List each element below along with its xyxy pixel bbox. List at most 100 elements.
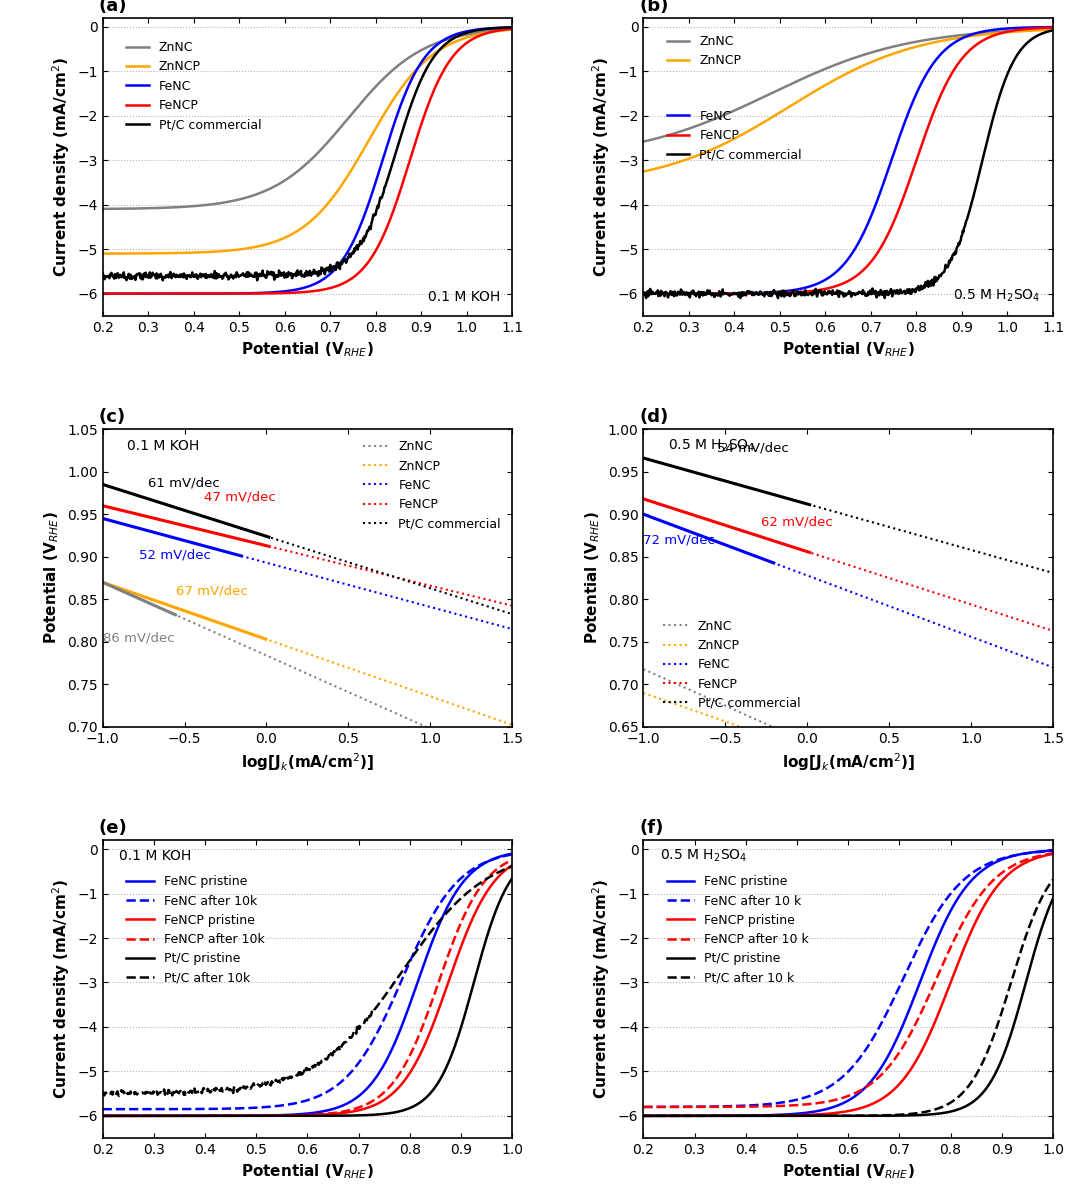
FeNC — [202, 286, 215, 301]
Line: Pt/C commercial: Pt/C commercial — [644, 30, 1053, 298]
FeNCP — [878, 234, 891, 248]
FeNC — [405, 73, 418, 87]
Text: 86 mV/dec: 86 mV/dec — [103, 631, 174, 645]
Pt/C after 10 k — [880, 1108, 893, 1123]
Line: FeNCP pristine: FeNCP pristine — [644, 854, 1053, 1115]
Pt/C commercial — [505, 20, 518, 35]
Legend: FeNC, FeNCP, Pt/C commercial: FeNC, FeNCP, Pt/C commercial — [662, 104, 807, 167]
FeNCP after 10 k — [834, 1091, 847, 1106]
FeNCP after 10k — [432, 975, 445, 990]
Text: 0.1 M KOH: 0.1 M KOH — [428, 290, 500, 304]
Text: 72 mV/dec: 72 mV/dec — [644, 533, 715, 546]
FeNC pristine — [340, 1096, 353, 1111]
ZnNC — [742, 97, 755, 111]
Line: ZnNCP: ZnNCP — [644, 30, 1053, 171]
Text: 0.5 M H$_2$SO$_4$: 0.5 M H$_2$SO$_4$ — [954, 288, 1041, 304]
Pt/C commercial — [170, 270, 183, 284]
Pt/C after 10k — [292, 1067, 305, 1082]
FeNCP pristine — [293, 1108, 306, 1123]
Text: (e): (e) — [98, 819, 127, 837]
Line: ZnNC: ZnNC — [644, 29, 1053, 141]
Pt/C pristine — [318, 1108, 330, 1123]
Text: 62 mV/dec: 62 mV/dec — [761, 515, 833, 528]
FeNCP — [338, 276, 351, 290]
Text: 54 mV/dec: 54 mV/dec — [717, 441, 788, 454]
FeNCP after 10k — [340, 1103, 353, 1118]
Text: (a): (a) — [98, 0, 127, 16]
Line: FeNC pristine: FeNC pristine — [644, 851, 1053, 1115]
ZnNCP — [910, 40, 923, 54]
ZnNCP — [878, 49, 891, 63]
ZnNCP — [168, 246, 181, 260]
ZnNC — [637, 134, 650, 149]
FeNCP after 10k — [291, 1108, 303, 1123]
Pt/C commercial — [370, 201, 383, 216]
FeNCP — [945, 66, 958, 80]
Pt/C commercial — [946, 248, 959, 262]
FeNCP — [910, 152, 923, 167]
Line: FeNC: FeNC — [103, 28, 512, 294]
ZnNCP — [710, 140, 723, 155]
Text: 0.5 M H$_2$SO$_4$: 0.5 M H$_2$SO$_4$ — [660, 847, 747, 864]
Pt/C pristine — [496, 888, 509, 902]
FeNC after 10k — [291, 1096, 303, 1111]
Pt/C commercial — [1047, 23, 1059, 37]
FeNCP pristine — [880, 1088, 893, 1102]
FeNCP after 10 k — [973, 889, 986, 903]
Pt/C commercial — [823, 285, 836, 300]
Pt/C after 10 k — [637, 1108, 650, 1123]
Pt/C commercial — [96, 266, 109, 280]
FeNCP — [369, 243, 382, 258]
Line: ZnNCP: ZnNCP — [103, 30, 512, 254]
FeNC — [742, 286, 755, 301]
Line: Pt/C after 10k: Pt/C after 10k — [103, 866, 512, 1096]
FeNC pristine — [432, 919, 445, 933]
FeNCP after 10k — [96, 1108, 109, 1123]
ZnNC — [202, 198, 215, 212]
Pt/C after 10 k — [834, 1108, 847, 1123]
Pt/C after 10k — [505, 859, 518, 873]
ZnNCP — [338, 175, 351, 189]
ZnNCP — [369, 121, 382, 135]
FeNCP after 10k — [496, 858, 509, 872]
FeNC — [369, 174, 382, 188]
Pt/C commercial — [157, 273, 170, 288]
ZnNC — [405, 49, 418, 63]
FeNC pristine — [859, 1081, 872, 1095]
FeNC pristine — [318, 1103, 330, 1118]
Legend: ZnNC, ZnNCP, FeNC, FeNCP, Pt/C commercial: ZnNC, ZnNCP, FeNC, FeNCP, Pt/C commercia… — [658, 615, 806, 715]
FeNC after 10 k — [1047, 843, 1059, 858]
FeNCP pristine — [318, 1107, 330, 1121]
FeNC after 10k — [505, 847, 518, 861]
ZnNC — [1047, 22, 1059, 36]
FeNC — [878, 173, 891, 187]
FeNC after 10k — [496, 849, 509, 864]
Line: Pt/C commercial: Pt/C commercial — [103, 28, 512, 280]
Legend: FeNC pristine, FeNC after 10k, FeNCP pristine, FeNCP after 10k, Pt/C pristine, P: FeNC pristine, FeNC after 10k, FeNCP pri… — [121, 870, 269, 990]
FeNC — [168, 286, 181, 301]
Line: FeNCP: FeNCP — [103, 29, 512, 294]
Line: FeNC: FeNC — [644, 28, 1053, 294]
FeNCP after 10k — [318, 1107, 330, 1121]
Pt/C after 10k — [433, 914, 446, 928]
Y-axis label: Potential (V$_{RHE}$): Potential (V$_{RHE}$) — [43, 512, 62, 645]
Pt/C pristine — [505, 871, 518, 885]
FeNCP — [202, 286, 215, 301]
FeNC pristine — [496, 848, 509, 863]
FeNC after 10 k — [859, 1043, 872, 1058]
ZnNCP — [1047, 23, 1059, 37]
Line: Pt/C pristine: Pt/C pristine — [103, 878, 512, 1115]
FeNC pristine — [832, 1099, 845, 1113]
Text: 0.1 M KOH: 0.1 M KOH — [127, 438, 200, 453]
ZnNC — [168, 200, 181, 214]
Pt/C after 10k — [319, 1052, 332, 1066]
FeNC after 10k — [293, 1095, 306, 1109]
FeNC after 10 k — [973, 861, 986, 876]
Text: 61 mV/dec: 61 mV/dec — [148, 477, 220, 490]
Text: (c): (c) — [98, 409, 125, 426]
Pt/C after 10k — [96, 1084, 109, 1099]
FeNCP — [742, 286, 755, 301]
Pt/C commercial — [338, 253, 351, 267]
Pt/C commercial — [743, 286, 756, 301]
FeNC — [945, 37, 958, 52]
